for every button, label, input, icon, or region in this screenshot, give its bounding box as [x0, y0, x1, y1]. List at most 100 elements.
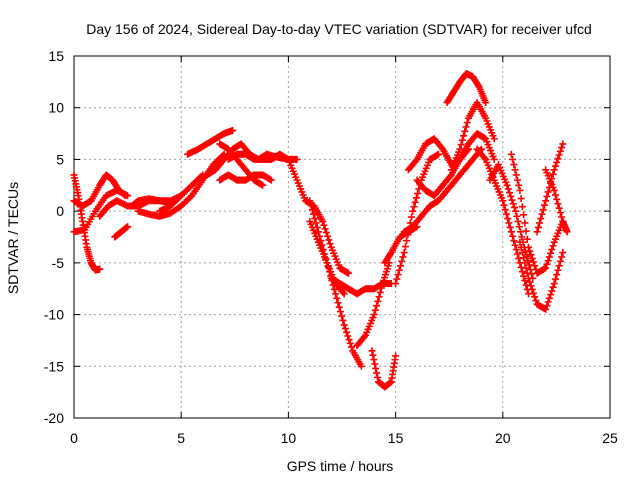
- data-point: [507, 228, 515, 236]
- series-sat-03: [70, 186, 132, 236]
- data-point: [523, 269, 531, 277]
- x-tick-label: 0: [70, 430, 78, 446]
- data-point: [545, 253, 553, 261]
- data-point: [312, 219, 320, 227]
- data-point: [516, 186, 524, 194]
- data-point: [558, 144, 566, 152]
- data-point: [563, 228, 571, 236]
- data-point: [553, 271, 561, 279]
- y-tick-label: -20: [44, 410, 64, 426]
- data-point: [373, 369, 381, 377]
- data-point: [343, 328, 351, 336]
- data-point: [340, 290, 348, 298]
- data-point: [514, 217, 522, 225]
- data-point: [514, 250, 522, 258]
- data-point: [267, 176, 275, 184]
- data-point: [386, 250, 394, 258]
- data-point: [393, 275, 401, 283]
- data-point: [371, 306, 379, 314]
- data-point: [434, 150, 442, 158]
- data-point: [547, 291, 555, 299]
- data-point: [373, 302, 381, 310]
- data-point: [408, 213, 416, 221]
- data-point: [532, 297, 540, 305]
- data-point: [392, 280, 400, 288]
- data-point: [538, 210, 546, 218]
- data-point: [370, 356, 378, 364]
- x-tick-label: 15: [388, 430, 404, 446]
- y-tick-label: 15: [48, 48, 64, 64]
- data-point: [490, 135, 498, 143]
- data-point: [526, 247, 534, 255]
- data-point: [335, 303, 343, 311]
- data-point: [551, 275, 559, 283]
- data-point: [504, 215, 512, 223]
- data-point: [554, 200, 562, 208]
- data-point: [376, 288, 384, 296]
- data-point: [504, 185, 512, 193]
- data-point: [347, 343, 355, 351]
- data-point: [293, 155, 301, 163]
- data-point: [124, 223, 132, 231]
- data-point: [518, 268, 526, 276]
- x-tick-label: 10: [281, 430, 297, 446]
- data-point: [460, 132, 468, 140]
- data-point: [527, 251, 535, 259]
- data-point: [325, 236, 333, 244]
- data-point: [510, 161, 518, 169]
- data-point: [515, 223, 523, 231]
- data-point: [559, 249, 567, 257]
- data-point: [542, 197, 550, 205]
- data-point: [482, 99, 490, 107]
- data-point: [540, 201, 548, 209]
- data-point: [510, 203, 518, 211]
- data-point: [96, 265, 104, 273]
- data-point: [457, 141, 465, 149]
- series-sat-21: [392, 150, 442, 288]
- data-point: [398, 257, 406, 265]
- data-point: [474, 82, 482, 90]
- data-point: [539, 206, 547, 214]
- data-point: [508, 196, 516, 204]
- data-point: [346, 339, 354, 347]
- data-point: [368, 347, 376, 355]
- data-point: [550, 186, 558, 194]
- data-point: [544, 298, 552, 306]
- data-point: [543, 260, 551, 268]
- y-tick-label: 5: [56, 151, 64, 167]
- data-point: [506, 223, 514, 231]
- x-tick-label: 5: [177, 430, 185, 446]
- data-point: [458, 136, 466, 144]
- data-point: [461, 127, 469, 135]
- data-point: [545, 294, 553, 302]
- data-point: [521, 277, 529, 285]
- data-point: [537, 215, 545, 223]
- data-point: [344, 332, 352, 340]
- y-tick-label: -10: [44, 307, 64, 323]
- data-point: [549, 283, 557, 291]
- series-sat-26: [447, 99, 498, 174]
- data-point: [395, 266, 403, 274]
- data-point: [520, 272, 528, 280]
- data-point: [308, 206, 316, 214]
- data-point: [520, 254, 528, 262]
- data-point: [543, 302, 551, 310]
- data-point: [551, 162, 559, 170]
- data-point: [547, 249, 555, 257]
- data-point: [197, 172, 205, 180]
- series-sat-08: [156, 171, 207, 215]
- data-point: [559, 140, 567, 148]
- data-point: [505, 219, 513, 227]
- y-tick-label: 0: [56, 203, 64, 219]
- data-point: [516, 238, 524, 246]
- data-point: [548, 246, 556, 254]
- series-sat-05: [111, 223, 132, 241]
- series-sat-12: [216, 171, 275, 184]
- data-point: [340, 321, 348, 329]
- data-point: [371, 360, 379, 368]
- data-point: [345, 336, 353, 344]
- data-point: [509, 232, 517, 240]
- data-point: [511, 166, 519, 174]
- data-point: [375, 293, 383, 301]
